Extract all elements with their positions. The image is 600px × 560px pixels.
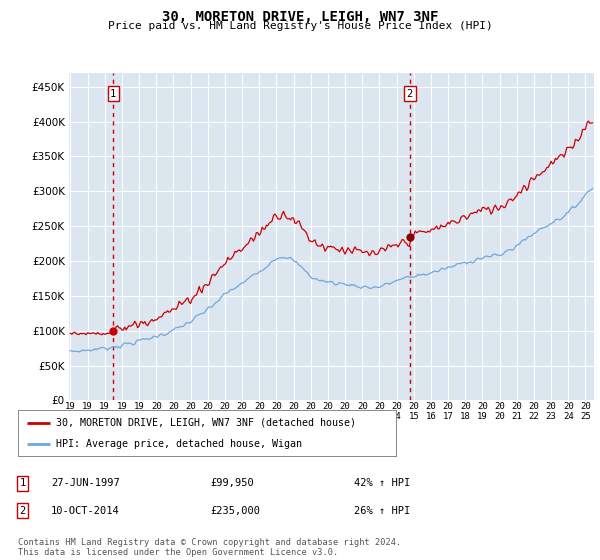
Text: 42% ↑ HPI: 42% ↑ HPI (354, 478, 410, 488)
Text: 10-OCT-2014: 10-OCT-2014 (51, 506, 120, 516)
Text: Contains HM Land Registry data © Crown copyright and database right 2024.
This d: Contains HM Land Registry data © Crown c… (18, 538, 401, 557)
Text: 1: 1 (20, 478, 26, 488)
Text: £235,000: £235,000 (210, 506, 260, 516)
Text: 1: 1 (110, 88, 116, 99)
Text: HPI: Average price, detached house, Wigan: HPI: Average price, detached house, Wiga… (56, 439, 302, 449)
Text: 27-JUN-1997: 27-JUN-1997 (51, 478, 120, 488)
Text: 30, MORETON DRIVE, LEIGH, WN7 3NF: 30, MORETON DRIVE, LEIGH, WN7 3NF (162, 10, 438, 24)
Text: £99,950: £99,950 (210, 478, 254, 488)
Text: 30, MORETON DRIVE, LEIGH, WN7 3NF (detached house): 30, MORETON DRIVE, LEIGH, WN7 3NF (detac… (56, 418, 356, 428)
Text: 2: 2 (407, 88, 413, 99)
Text: Price paid vs. HM Land Registry's House Price Index (HPI): Price paid vs. HM Land Registry's House … (107, 21, 493, 31)
Text: 2: 2 (20, 506, 26, 516)
Text: 26% ↑ HPI: 26% ↑ HPI (354, 506, 410, 516)
